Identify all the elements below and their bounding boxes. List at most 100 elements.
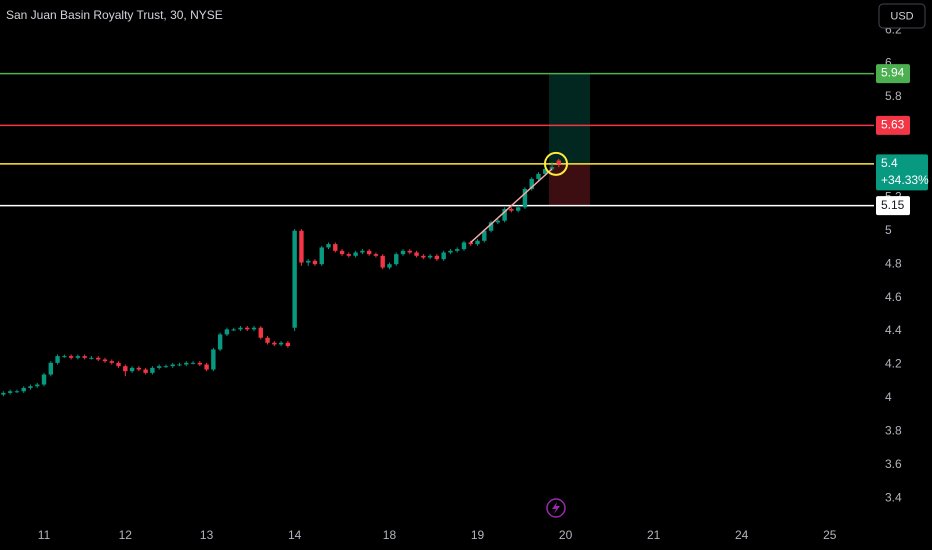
candle-body (14, 391, 20, 393)
candle-body (7, 391, 13, 393)
level-label: 5.94 (881, 66, 905, 80)
candle-body (292, 230, 297, 328)
y-tick-label: 4.4 (885, 323, 902, 337)
candle-body (380, 255, 385, 268)
candle-body (509, 209, 514, 211)
candle-body (278, 342, 284, 345)
candle-body (156, 366, 162, 368)
currency-button[interactable] (878, 3, 926, 29)
candle-body (448, 250, 453, 253)
candle-body (373, 254, 379, 256)
level-label: 5.4 (881, 156, 898, 170)
candle-body (96, 357, 101, 360)
x-tick-label: 14 (288, 528, 302, 542)
candle-body (515, 207, 521, 211)
level-label-box (876, 196, 910, 216)
candle-body (434, 255, 440, 260)
candle-body (461, 242, 467, 250)
y-tick-label: 5 (885, 223, 892, 237)
candle-body (245, 327, 250, 330)
candle-body (346, 254, 352, 256)
candle-body (522, 188, 528, 208)
x-tick-label: 18 (383, 528, 397, 542)
candle-body (28, 386, 33, 388)
candle-body (475, 240, 480, 245)
candle-body (529, 178, 534, 189)
candle-body (495, 220, 501, 223)
candle-body (102, 359, 108, 362)
candle-body (68, 356, 74, 358)
candle-body (482, 230, 487, 241)
candle-body (89, 357, 94, 359)
candle-body (75, 356, 81, 358)
x-tick-label: 21 (647, 528, 661, 542)
candle-body (62, 356, 67, 358)
candle-body (299, 230, 304, 263)
candle-body (258, 327, 263, 338)
candle-body (556, 160, 562, 164)
lightning-icon[interactable] (546, 498, 566, 518)
candle-body (163, 366, 169, 368)
candle-body (333, 244, 338, 251)
candle-body (421, 255, 426, 258)
candle-body (407, 250, 412, 253)
level-label: 5.63 (881, 118, 905, 132)
level-label-box (876, 154, 928, 191)
candle-body (400, 250, 406, 255)
candle-body (549, 167, 555, 169)
candle-body (353, 252, 358, 256)
candle-body (394, 254, 399, 265)
candle-body (414, 252, 419, 256)
candle-body (488, 222, 494, 231)
y-tick-label: 4.8 (885, 256, 902, 270)
candle-body (455, 249, 460, 251)
candle-body (211, 349, 216, 370)
x-tick-label: 12 (119, 528, 133, 542)
y-tick-label: 6 (885, 56, 892, 70)
candle-body (204, 364, 209, 370)
candle-body (224, 329, 230, 335)
candle-body (285, 342, 291, 347)
candle-body (326, 244, 331, 248)
candle-body (312, 260, 318, 265)
candle-body (197, 362, 203, 365)
level-label: 5.15 (881, 198, 905, 212)
candle-body (502, 209, 507, 221)
highlight-circle (544, 151, 568, 176)
candle-body (468, 242, 473, 245)
chart-title: San Juan Basin Royalty Trust, 30, NYSE (6, 8, 223, 22)
candle-body (543, 168, 548, 174)
y-tick-label: 5.8 (885, 89, 902, 103)
drawings (0, 72, 874, 207)
x-tick-label: 25 (823, 528, 837, 542)
candle-body (305, 260, 311, 263)
level-label-box (876, 64, 910, 84)
x-tick-label: 20 (559, 528, 573, 542)
candle-body (217, 334, 223, 350)
candle-body (35, 384, 40, 387)
candle-body (123, 366, 128, 372)
candle-body (238, 327, 243, 330)
change-label: +34.33% (881, 173, 929, 187)
x-tick-label: 11 (38, 528, 51, 542)
candle-body (366, 250, 372, 255)
x-tick-label: 13 (200, 528, 214, 542)
y-tick-label: 4.2 (885, 357, 902, 371)
y-tick-label: 3.4 (885, 490, 902, 504)
candle-body (82, 356, 87, 358)
x-tick-label: 24 (735, 528, 749, 542)
candle-body (536, 173, 541, 179)
candle-body (129, 367, 135, 372)
candle-body (109, 361, 114, 363)
candle-body (170, 364, 175, 367)
trend-line (470, 168, 553, 243)
candle-body (21, 387, 26, 392)
currency-label[interactable]: USD (890, 10, 913, 22)
candle-body (184, 362, 189, 365)
y-tick-label: 3.8 (885, 424, 902, 438)
candle-body (441, 252, 446, 260)
candle-body (177, 364, 182, 366)
candle-body (136, 367, 142, 370)
plot: 3.43.63.844.24.44.64.855.25.45.65.866.21… (1, 22, 929, 542)
